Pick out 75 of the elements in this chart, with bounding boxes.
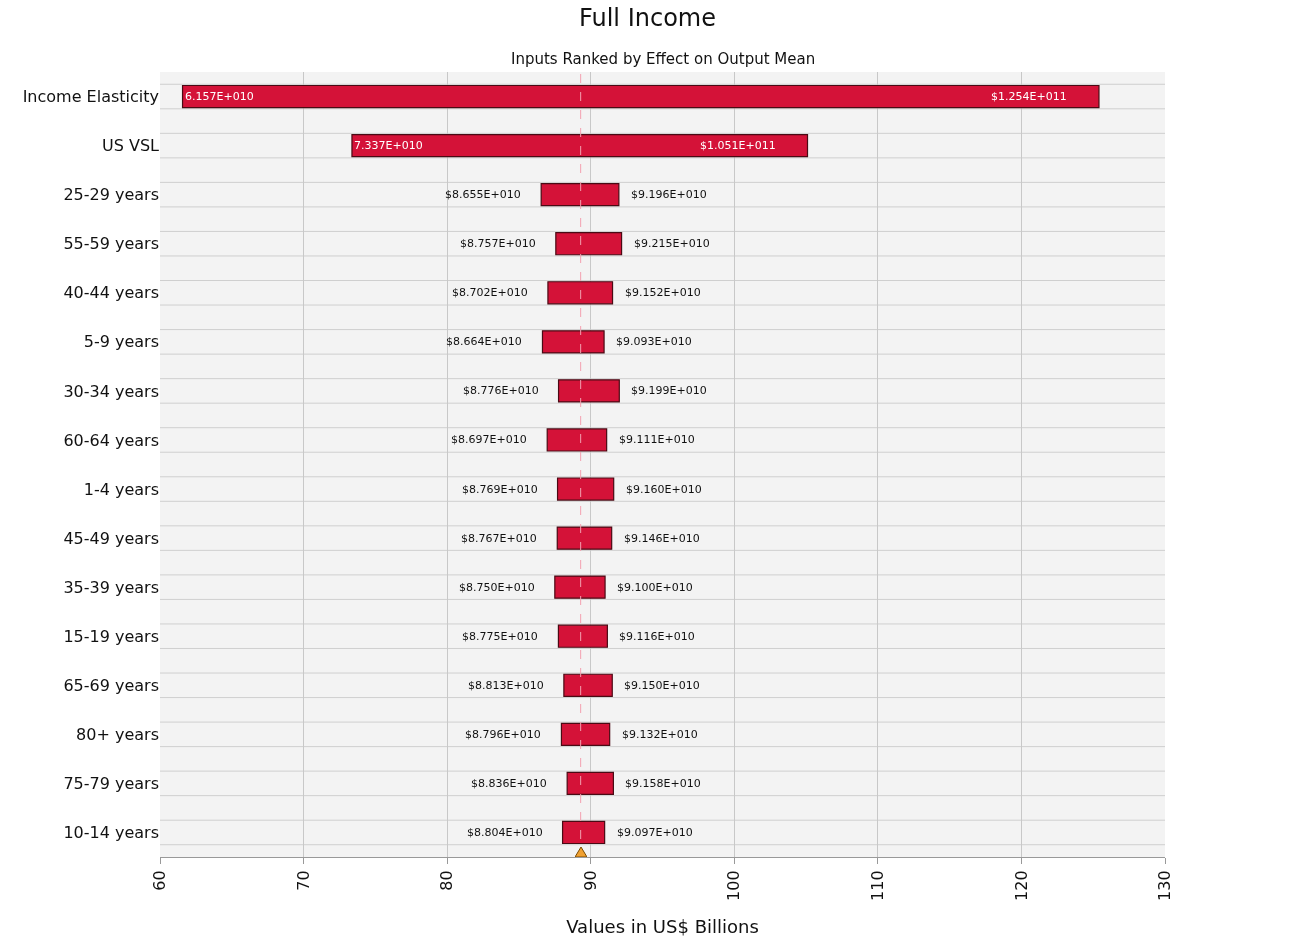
annotation: $8.664E+010 xyxy=(446,335,522,348)
annotation: $9.111E+010 xyxy=(619,433,695,446)
annotation: $9.158E+010 xyxy=(625,777,701,790)
bar xyxy=(351,133,809,158)
x-tick-label: 60 xyxy=(150,870,170,891)
y-tick-label: 75-79 years xyxy=(63,774,159,794)
annotation: $8.750E+010 xyxy=(459,581,535,594)
annotation: $9.097E+010 xyxy=(617,826,693,839)
y-tick-label: 1-4 years xyxy=(83,479,159,499)
annotation: 6.157E+010 xyxy=(185,90,254,103)
bar xyxy=(560,722,611,746)
annotation: $8.775E+010 xyxy=(462,630,538,643)
y-tick-label: 25-29 years xyxy=(63,185,159,205)
annotation: $1.254E+011 xyxy=(991,90,1067,103)
annotation: $8.796E+010 xyxy=(465,728,541,741)
y-tick-label: 35-39 years xyxy=(63,577,159,597)
x-tick-label: 130 xyxy=(1155,870,1175,901)
annotation: $9.146E+010 xyxy=(624,532,700,545)
annotation: $9.100E+010 xyxy=(617,581,693,594)
annotation: $9.215E+010 xyxy=(634,237,710,250)
y-tick-label: 45-49 years xyxy=(63,528,159,548)
x-tick-label: 80 xyxy=(437,870,457,891)
annotation: $9.199E+010 xyxy=(631,384,707,397)
x-tick-label: 90 xyxy=(580,870,600,891)
bar xyxy=(557,624,608,648)
annotation: $8.836E+010 xyxy=(471,777,547,790)
annotation: $8.767E+010 xyxy=(461,532,537,545)
y-tick-label: 40-44 years xyxy=(63,283,159,303)
bar xyxy=(556,526,613,550)
annotation: $8.804E+010 xyxy=(467,826,543,839)
annotation: $9.196E+010 xyxy=(631,188,707,201)
y-tick-label: 5-9 years xyxy=(83,332,159,352)
annotation: $8.702E+010 xyxy=(452,286,528,299)
x-tick-label: 100 xyxy=(724,870,744,901)
annotation: $9.152E+010 xyxy=(625,286,701,299)
annotation: $8.655E+010 xyxy=(445,188,521,201)
y-tick-label: US VSL xyxy=(102,136,160,156)
y-tick-label: 15-19 years xyxy=(63,626,159,646)
annotation: $8.697E+010 xyxy=(451,433,527,446)
y-tick-label: 10-14 years xyxy=(63,823,159,843)
bar xyxy=(546,428,608,452)
y-tick-label: 65-69 years xyxy=(63,675,159,695)
bar xyxy=(541,330,605,354)
chart-title: Full Income xyxy=(579,4,716,33)
x-tick-label: 70 xyxy=(293,870,313,891)
y-tick-label: 80+ years xyxy=(76,724,159,744)
x-axis-title: Values in US$ Billions xyxy=(566,916,759,937)
bar xyxy=(181,84,1100,109)
annotation: $9.160E+010 xyxy=(626,483,702,496)
annotation: $8.813E+010 xyxy=(468,679,544,692)
annotation: $8.776E+010 xyxy=(463,384,539,397)
y-tick-label: 55-59 years xyxy=(63,234,159,254)
annotation: $8.757E+010 xyxy=(460,237,536,250)
bar xyxy=(555,232,623,256)
x-tick-label: 110 xyxy=(868,870,888,901)
y-tick-label: Income Elasticity xyxy=(22,87,159,107)
x-tick-label: 120 xyxy=(1011,870,1031,901)
annotation: $9.093E+010 xyxy=(616,335,692,348)
bar xyxy=(547,281,614,305)
annotation: $9.116E+010 xyxy=(619,630,695,643)
annotation: $1.051E+011 xyxy=(700,139,776,152)
annotation: $8.769E+010 xyxy=(462,483,538,496)
bar xyxy=(566,771,614,796)
bar xyxy=(540,183,620,207)
annotation: 7.337E+010 xyxy=(354,139,423,152)
annotation: $9.132E+010 xyxy=(622,728,698,741)
y-tick-label: 60-64 years xyxy=(63,430,159,450)
bar xyxy=(557,379,620,403)
annotation: $9.150E+010 xyxy=(624,679,700,692)
y-tick-label: 30-34 years xyxy=(63,381,159,401)
bar xyxy=(554,575,606,599)
chart-subtitle: Inputs Ranked by Effect on Output Mean xyxy=(511,50,816,68)
bar xyxy=(556,477,615,501)
bar xyxy=(563,673,613,697)
bar xyxy=(561,820,606,845)
